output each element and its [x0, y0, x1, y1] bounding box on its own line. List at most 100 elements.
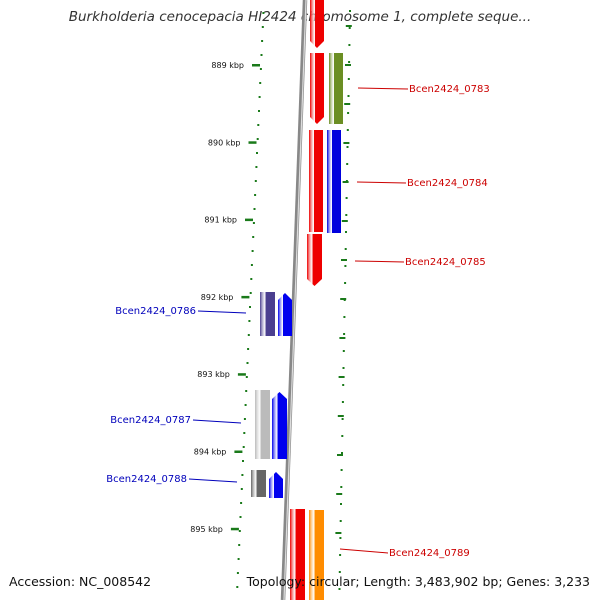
chromosome-backbone-highlight: [283, 0, 307, 600]
scale-dot: [344, 265, 347, 267]
scale-dot: [339, 520, 342, 522]
cds-bar-top: [310, 0, 324, 48]
scale-dot: [244, 404, 247, 406]
scale-dash: [336, 493, 343, 495]
scale-dot: [344, 282, 347, 284]
scale-dot: [258, 110, 260, 112]
scale-dot: [343, 316, 346, 318]
scale-dot: [250, 278, 253, 280]
scale-dot: [342, 367, 345, 369]
scale-dot: [247, 334, 250, 336]
scale-dot: [340, 469, 343, 471]
cds-bar-bcen2424-0789: [290, 509, 305, 600]
scale-tick: [248, 141, 257, 144]
scale-dot: [341, 452, 343, 454]
scale-dot: [252, 222, 255, 224]
scale-dot: [346, 163, 349, 165]
scale-tick: [230, 527, 239, 531]
map-title: Burkholderia cenocepacia HI2424 chromoso…: [68, 9, 532, 25]
scale-dot: [246, 362, 249, 364]
cog-bar-bcen2424-0789: [309, 510, 324, 600]
scale-dash: [343, 142, 350, 144]
scale-dot: [254, 194, 257, 196]
scale-dot: [343, 333, 346, 335]
scale-dash: [345, 25, 352, 27]
scale-dot: [344, 248, 347, 250]
scale-dot: [236, 586, 239, 588]
scale-dot: [342, 350, 345, 352]
scale-dot: [242, 446, 245, 448]
scale-dot: [261, 40, 264, 42]
scale-tick: [237, 373, 246, 376]
scale-dash: [345, 64, 351, 66]
cds-bar-bcen2424-0783: [310, 53, 324, 124]
scale-dot: [255, 166, 258, 168]
scale-dot: [340, 486, 343, 488]
scale-dot: [347, 78, 350, 80]
scale-dot: [339, 537, 342, 539]
scale-tick-label: 891 kbp: [204, 216, 237, 225]
scale-dash: [337, 415, 344, 417]
scale-dash: [337, 454, 343, 456]
gene-leader-line: [354, 260, 405, 263]
scale-dot: [347, 112, 350, 114]
cog-bar-bcen2424-0787: [255, 390, 270, 459]
scale-dot: [349, 10, 351, 12]
scale-dot: [340, 503, 342, 505]
scale-dot: [345, 197, 348, 199]
scale-dot: [245, 390, 248, 392]
scale-dot: [250, 264, 253, 266]
scale-dot: [240, 488, 243, 490]
scale-dot: [348, 44, 351, 46]
cds-bar-bcen2424-0787: [272, 392, 287, 459]
scale-dot: [341, 418, 344, 420]
scale-dot: [239, 516, 242, 518]
scale-dot: [240, 502, 243, 504]
scale-dot: [338, 588, 341, 590]
scale-dash: [344, 103, 351, 105]
scale-dot: [248, 320, 251, 322]
scale-dot: [258, 96, 261, 98]
scale-dot: [259, 82, 262, 84]
scale-dot: [243, 418, 246, 420]
scale-tick-label: 894 kbp: [194, 448, 227, 457]
cds-bar-bcen2424-0784: [309, 130, 323, 232]
gene-label-bcen2424-0787: Bcen2424_0787: [110, 415, 191, 426]
scale-tick-label: 895 kbp: [190, 525, 223, 534]
scale-tick-label: 890 kbp: [208, 138, 241, 147]
gene-leader-line: [192, 419, 242, 424]
scale-tick: [245, 218, 253, 222]
accession-footer: Accession: NC_008542: [9, 574, 151, 589]
scale-dot: [260, 54, 263, 56]
scale-dash: [342, 181, 349, 183]
gene-label-bcen2424-0788: Bcen2424_0788: [106, 474, 187, 485]
accession-text: Accession: NC_008542: [9, 574, 152, 589]
gene-leader-line: [357, 87, 409, 90]
cog-bar-bcen2424-0783: [329, 53, 343, 124]
cds-bar-bcen2424-0786: [278, 293, 292, 336]
summary-text: Topology: circular; Length: 3,483,902 bp…: [246, 574, 590, 589]
gene-label-bcen2424-0785: Bcen2424_0785: [405, 257, 486, 268]
scale-dash: [341, 259, 347, 261]
scale-tick: [241, 295, 250, 299]
scale-tick-label: 889 kbp: [211, 61, 244, 70]
scale-dot: [237, 558, 240, 560]
scale-dot: [346, 146, 349, 148]
scale-dot: [341, 401, 344, 403]
scale-dot: [342, 384, 345, 386]
scale-tick-label: 892 kbp: [201, 293, 234, 302]
scale-dot: [254, 180, 257, 182]
scale-dot: [347, 95, 350, 97]
scale-dot: [348, 61, 351, 63]
scale-dot: [257, 124, 260, 126]
scale-dot: [262, 12, 265, 14]
scale-dot: [253, 208, 256, 210]
scale-tick-label: 893 kbp: [197, 370, 230, 379]
scale-dot: [345, 231, 347, 233]
scale-dot: [345, 214, 348, 216]
scale-dot: [256, 138, 259, 140]
scale-dot: [338, 571, 341, 573]
summary-footer: Topology: circular; Length: 3,483,902 bp…: [247, 574, 590, 589]
